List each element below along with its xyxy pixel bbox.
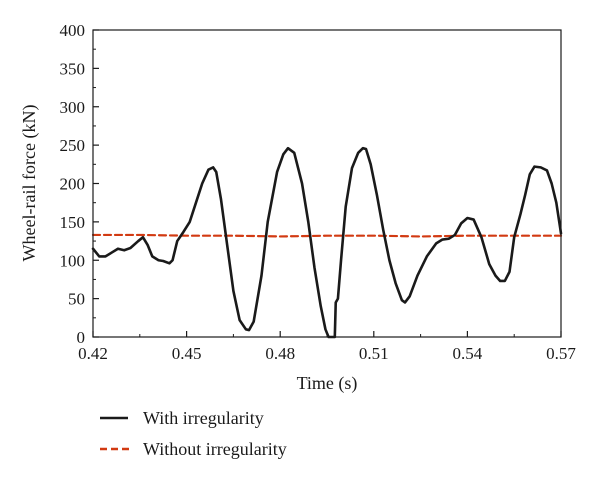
legend-label-without-irregularity: Without irregularity [143,439,287,459]
series-line-with-irregularity [91,146,563,339]
legend: With irregularity Without irregularity [100,408,287,459]
x-tick-label: 0.54 [453,344,483,363]
plot-frame [92,29,562,338]
y-tick-label: 150 [60,213,86,232]
y-tick-label: 400 [60,21,86,40]
plot-series [91,146,563,339]
x-tick-label: 0.42 [78,344,108,363]
x-tick-label: 0.57 [546,344,576,363]
y-tick-label: 300 [60,98,86,117]
tick-labels: 0 50 100 150 200 250 300 350 400 0.42 0.45 0.48 0.51… [60,21,577,363]
series-line-without-irregularity [91,233,563,238]
y-tick-label: 200 [60,175,86,194]
axis-ticks [92,29,562,338]
y-axis-title: Wheel-rail force (kN) [19,105,40,262]
x-tick-label: 0.48 [265,344,295,363]
x-axis-title: Time (s) [297,373,358,394]
y-tick-label: 250 [60,136,86,155]
y-tick-label: 50 [68,290,85,309]
y-tick-label: 0 [77,328,86,347]
x-tick-label: 0.45 [172,344,202,363]
legend-label-with-irregularity: With irregularity [143,408,264,428]
y-tick-label: 350 [60,59,86,78]
x-tick-label: 0.51 [359,344,389,363]
y-tick-label: 100 [60,251,86,270]
